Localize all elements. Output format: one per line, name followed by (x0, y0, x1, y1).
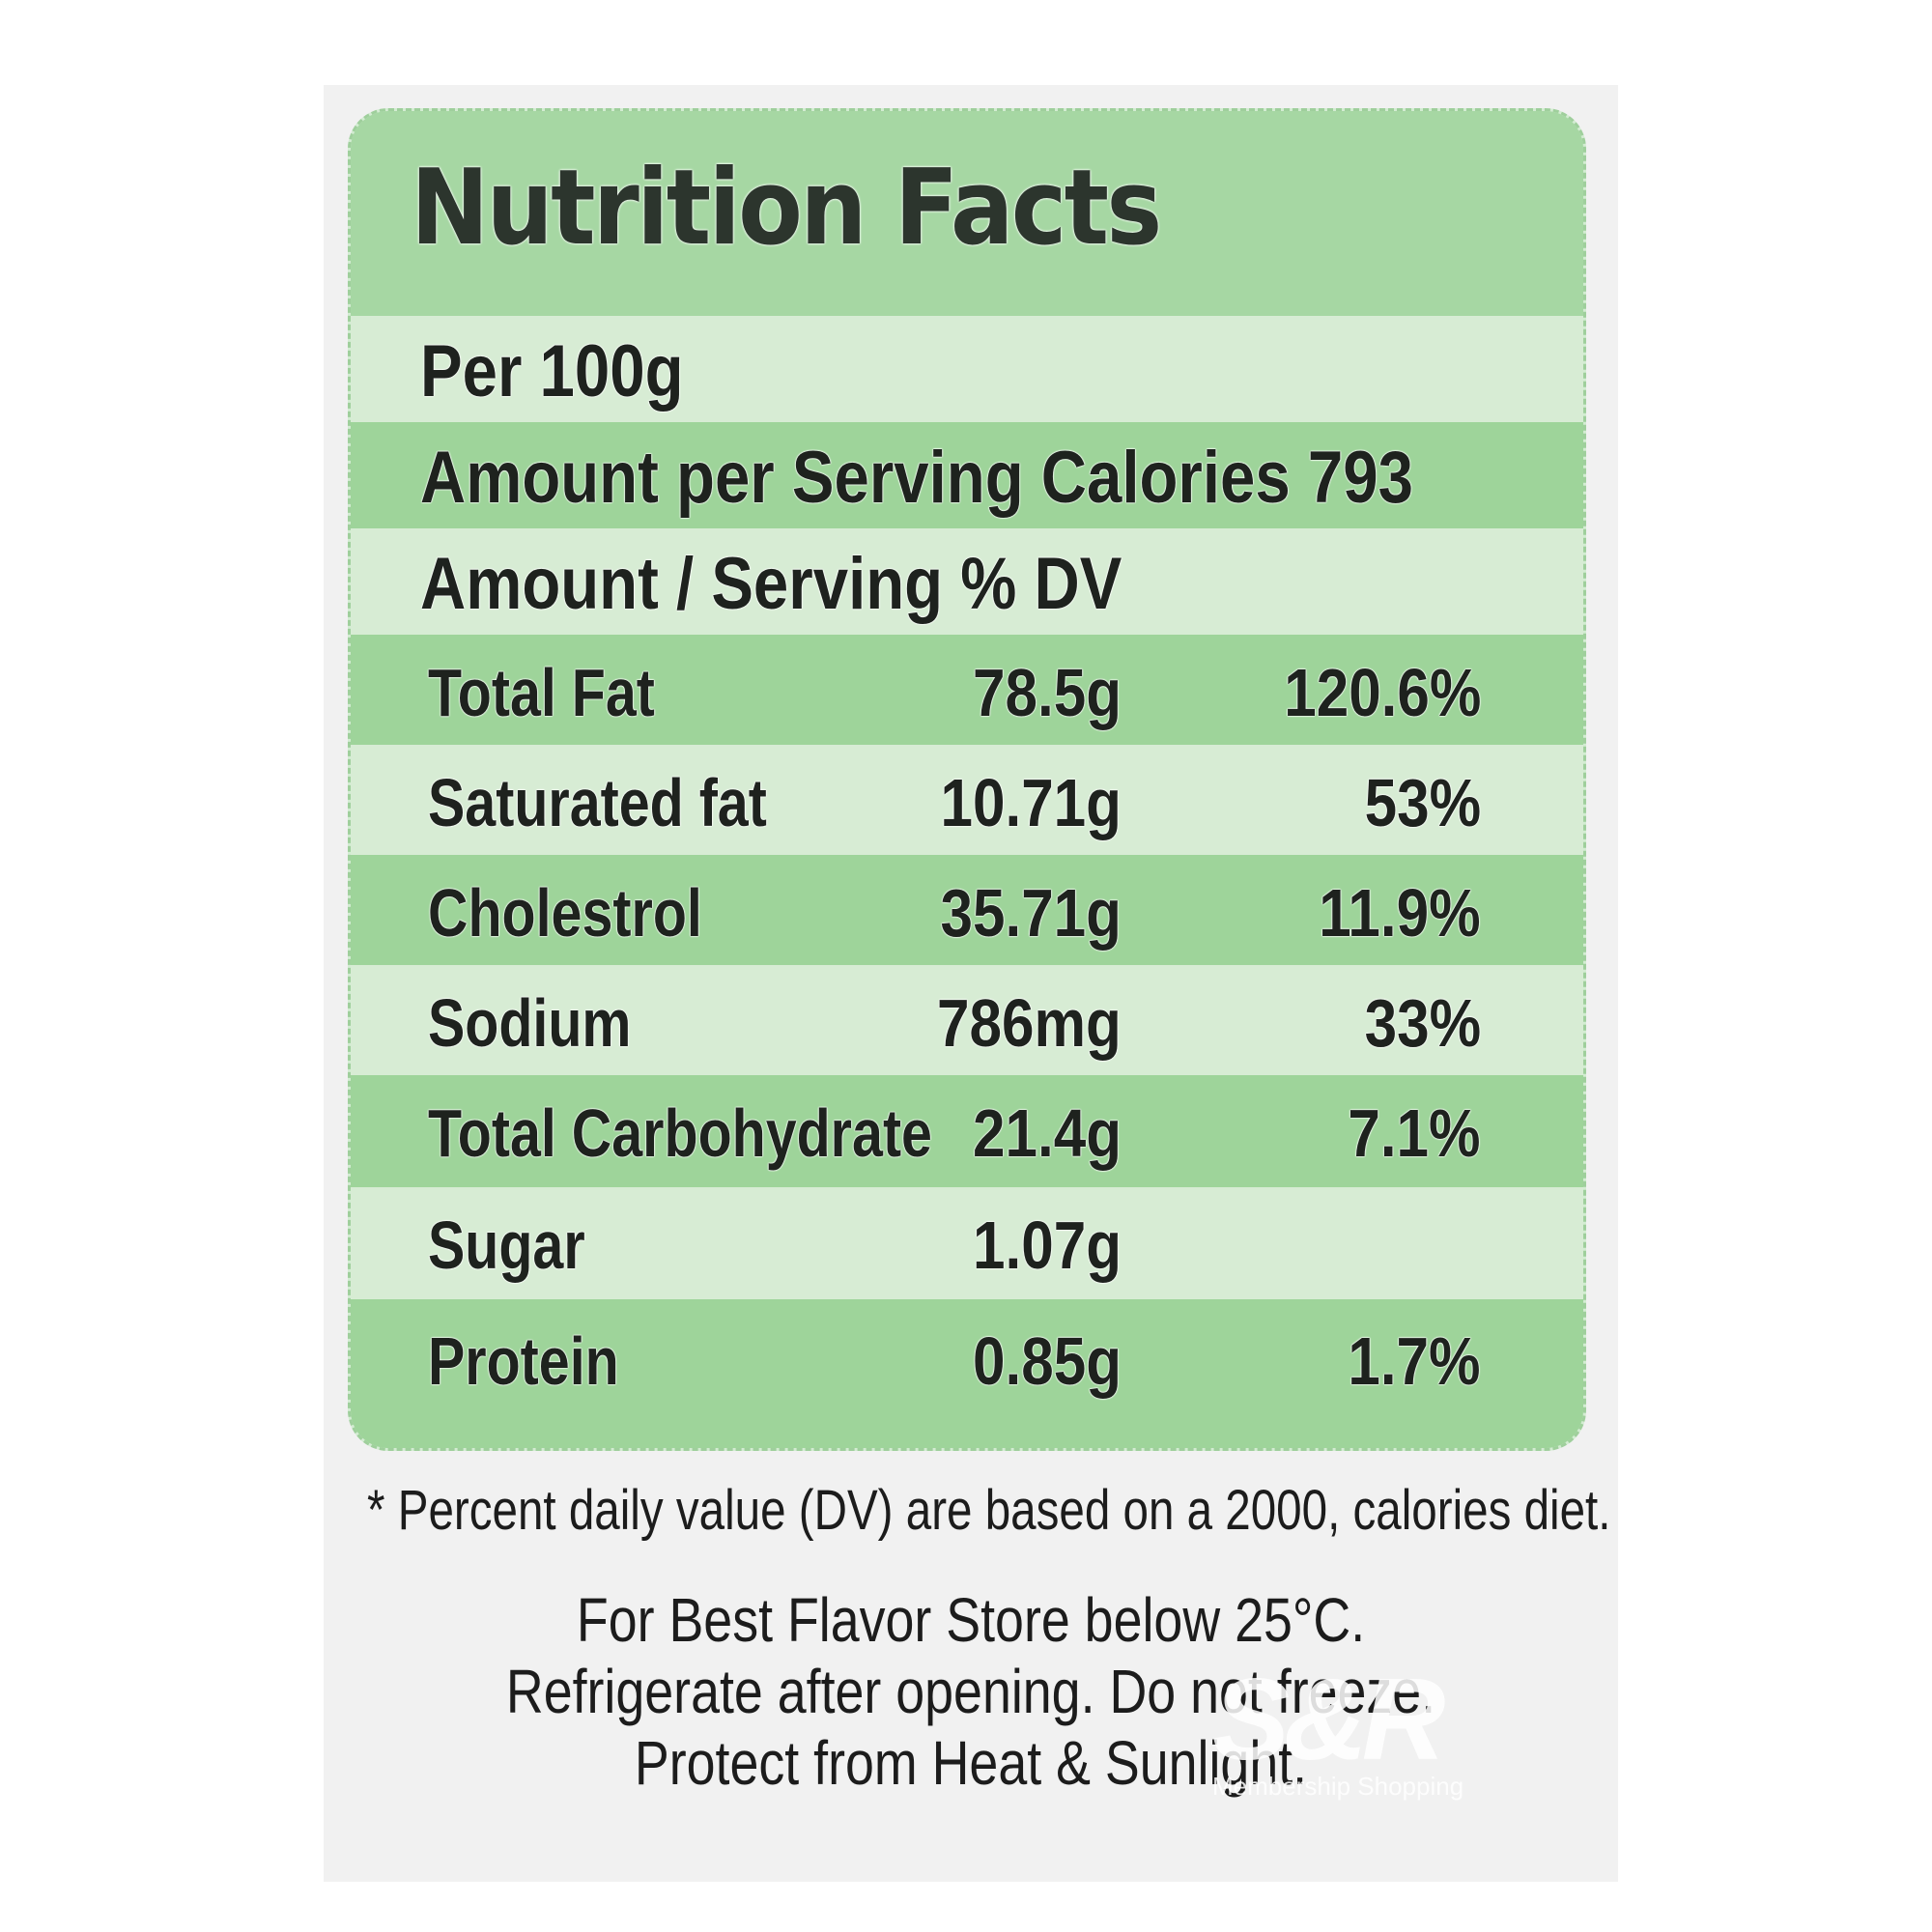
storage-line: Protect from Heat & Sunlight. (634, 1728, 1308, 1798)
watermark-logo: S&R (1212, 1655, 1445, 1784)
title-band: Nutrition Facts (351, 111, 1583, 316)
nutrient-row: Cholestrol 35.71g 11.9% (351, 855, 1583, 965)
nutrient-name: Sodium (428, 985, 632, 1061)
calories-row: Amount per Serving Calories 793 (351, 422, 1583, 528)
nutrient-row: Sugar 1.07g (351, 1187, 1583, 1299)
nutrient-row: Protein 0.85g 1.7% (351, 1299, 1583, 1448)
per-label: Per 100g (420, 330, 684, 412)
nutrient-name: Total Fat (428, 655, 655, 730)
storage-line: Refrigerate after opening. Do not freeze… (505, 1657, 1436, 1726)
nutrient-dv: 7.1% (1348, 1095, 1481, 1171)
nutrition-facts-panel: Nutrition Facts Per 100g Amount per Serv… (348, 108, 1586, 1451)
calories-line: Amount per Serving Calories 793 (420, 437, 1413, 519)
nutrient-row: Total Fat 78.5g 120.6% (351, 635, 1583, 745)
nutrient-amount: 21.4g (973, 1095, 1122, 1171)
nutrition-facts-title: Nutrition Facts (411, 148, 1162, 269)
nutrient-amount: 78.5g (973, 655, 1122, 730)
watermark-tagline: Membership Shopping (1212, 1772, 1464, 1801)
nutrient-name: Sugar (428, 1208, 585, 1283)
column-header: Amount / Serving % DV (420, 543, 1122, 625)
dv-footnote: * Percent daily value (DV) are based on … (367, 1479, 1611, 1542)
nutrient-row: Sodium 786mg 33% (351, 965, 1583, 1075)
nutrient-name: Total Carbohydrate (428, 1095, 932, 1171)
nutrient-amount: 1.07g (973, 1208, 1122, 1283)
nutrient-dv: 120.6% (1283, 655, 1481, 730)
storage-line: For Best Flavor Store below 25°C. (576, 1585, 1366, 1655)
nutrient-row: Saturated fat 10.71g 53% (351, 745, 1583, 855)
nutrient-name: Cholestrol (428, 875, 702, 951)
nutrient-name: Saturated fat (428, 765, 767, 840)
per-row: Per 100g (351, 316, 1583, 422)
nutrient-dv: 33% (1364, 985, 1481, 1061)
nutrient-amount: 786mg (937, 985, 1122, 1061)
nutrient-dv: 53% (1364, 765, 1481, 840)
storage-instructions: For Best Flavor Store below 25°C. Refrig… (324, 1584, 1618, 1799)
nutrient-name: Protein (428, 1323, 619, 1399)
nutrient-dv: 11.9% (1319, 875, 1481, 951)
nutrient-amount: 10.71g (940, 765, 1122, 840)
nutrient-dv: 1.7% (1348, 1323, 1481, 1399)
watermark: S&R Membership Shopping (1212, 1662, 1502, 1806)
column-header-row: Amount / Serving % DV (351, 528, 1583, 635)
nutrient-row: Total Carbohydrate 21.4g 7.1% (351, 1075, 1583, 1187)
nutrient-amount: 35.71g (940, 875, 1122, 951)
nutrient-amount: 0.85g (973, 1323, 1122, 1399)
